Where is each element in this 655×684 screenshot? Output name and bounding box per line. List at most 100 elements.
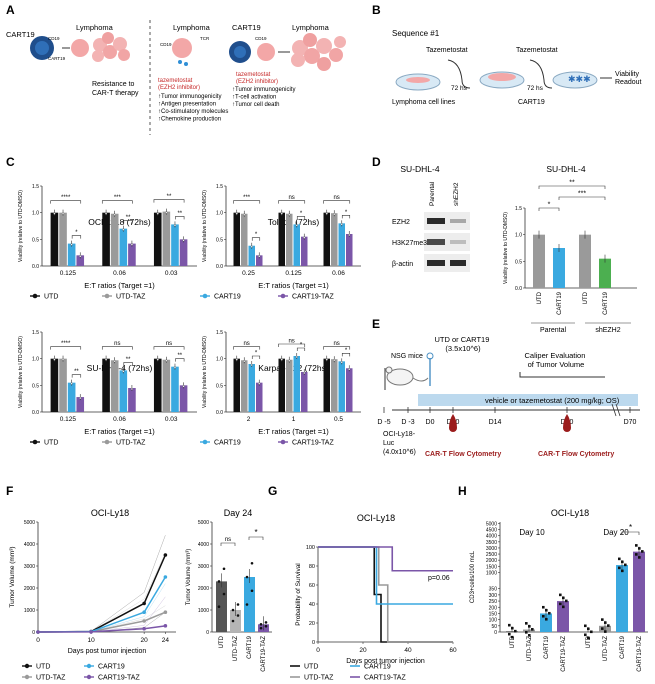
x-tick-label: CART19 bbox=[603, 291, 609, 315]
bar bbox=[616, 565, 628, 632]
sig-label: ns bbox=[333, 341, 339, 347]
bar bbox=[67, 382, 76, 412]
a-cd19-right: CD19 bbox=[255, 36, 267, 41]
x-tick-label: CART19 bbox=[247, 635, 253, 659]
x-axis-label: E:T ratios (Target =1) bbox=[84, 281, 155, 290]
data-point bbox=[584, 624, 587, 628]
y-axis-label: Viability (relative to UTD-DMSO) bbox=[503, 212, 509, 284]
y-axis-label: Viability (relative to UTD-DMSO) bbox=[202, 190, 208, 262]
bar bbox=[248, 245, 255, 266]
legend-marker bbox=[86, 674, 92, 680]
data-point bbox=[511, 626, 514, 630]
y-axis-label: Viability (relative to UTD-DMSO) bbox=[18, 190, 24, 262]
y-tick-label: 0.0 bbox=[32, 410, 39, 416]
e-treatment: vehicle or tazemetostat (200 mg/kg; OS) bbox=[485, 396, 620, 405]
x-tick-label: 0.06 bbox=[113, 270, 126, 277]
bar bbox=[338, 361, 345, 412]
x-tick-label: 60 bbox=[449, 647, 457, 654]
bar bbox=[557, 601, 569, 632]
b-t2: 72 hs bbox=[527, 85, 544, 92]
data-point bbox=[542, 605, 545, 609]
data-point bbox=[113, 213, 116, 216]
y-tick-label: 80 bbox=[309, 564, 315, 570]
bar bbox=[162, 211, 171, 266]
data-point bbox=[587, 627, 590, 631]
data-point bbox=[61, 212, 65, 215]
bar bbox=[256, 382, 263, 412]
y-axis-label: Tumor Volume (mm³) bbox=[186, 549, 192, 605]
data-point bbox=[280, 358, 283, 361]
drug-dot bbox=[184, 62, 188, 66]
b-title: Sequence #1 bbox=[392, 29, 440, 38]
dish-2-cells bbox=[488, 73, 516, 81]
sig-bracket bbox=[175, 358, 185, 362]
y-tick-label: 0.5 bbox=[32, 383, 39, 389]
y-tick-label: 350 bbox=[489, 587, 498, 593]
survival-curve bbox=[318, 546, 453, 572]
sig-bracket bbox=[233, 346, 261, 350]
bar bbox=[533, 234, 545, 288]
y-tick-label: 1.5 bbox=[216, 330, 223, 336]
sig-bracket bbox=[341, 353, 351, 357]
b-readout: Viability Readout bbox=[615, 71, 642, 86]
dish-1-cells bbox=[406, 77, 430, 83]
sig-label: ** bbox=[126, 357, 131, 363]
x-tick-label: 0 bbox=[36, 637, 40, 644]
y-tick-label: 150 bbox=[489, 611, 498, 617]
data-point bbox=[222, 567, 226, 571]
x-tick-label: UTD-TAZ bbox=[527, 636, 533, 662]
data-point bbox=[280, 212, 283, 215]
data-point bbox=[525, 622, 528, 625]
x-tick-label: CART19 bbox=[557, 291, 563, 315]
arrow-b1-icon bbox=[447, 59, 471, 89]
data-point bbox=[173, 224, 177, 227]
x-tick-label: 0.125 bbox=[60, 270, 77, 277]
sig-label: * bbox=[345, 210, 348, 216]
arrow-b2-icon bbox=[529, 59, 553, 89]
data-point bbox=[584, 633, 587, 637]
t-cell-core bbox=[35, 41, 49, 55]
legend-label: UTD-TAZ bbox=[304, 675, 334, 682]
y-tick-label: 20 bbox=[309, 621, 315, 627]
data-point bbox=[621, 560, 624, 564]
data-point bbox=[182, 385, 185, 388]
y-axis-label: Viability (relative to UTD-DMSO) bbox=[202, 336, 208, 408]
bar bbox=[50, 212, 59, 266]
x-tick-label: 0.125 bbox=[285, 270, 302, 277]
data-point bbox=[217, 580, 221, 583]
blot-bactin bbox=[424, 254, 470, 272]
data-point bbox=[303, 236, 306, 239]
caliper-bracket bbox=[519, 372, 605, 378]
blot-ezh2 bbox=[424, 212, 470, 230]
a-cart19-small: CART19 bbox=[48, 56, 66, 61]
data-point bbox=[182, 239, 185, 242]
bar bbox=[153, 212, 162, 266]
legend-label: UTD bbox=[44, 440, 58, 447]
chart-tumor-volume-over-time: OCI-Ly18 0 1000 2000 3000 4000 5000 0 10 20 24 Days… bbox=[9, 508, 176, 655]
band-bactin-parental bbox=[427, 260, 445, 266]
data-point bbox=[142, 610, 146, 614]
legend-marker bbox=[202, 439, 208, 445]
x-tick-label: 0 bbox=[316, 647, 320, 654]
survival-curve bbox=[318, 546, 453, 643]
y-tick-label: 100 bbox=[306, 545, 315, 551]
data-point bbox=[288, 359, 291, 362]
bar bbox=[76, 397, 85, 412]
data-point bbox=[156, 212, 159, 215]
y-tick-label: 1000 bbox=[24, 608, 35, 614]
y-tick-label: 0 bbox=[312, 640, 315, 646]
group-label: Parental bbox=[540, 327, 567, 334]
y-tick-label: 5000 bbox=[486, 522, 497, 528]
y-axis-label: Viability (relative to UTD-DMSO) bbox=[18, 336, 24, 408]
x-tick-label: UTD bbox=[537, 291, 543, 304]
bar bbox=[346, 234, 353, 266]
timeline-day: D0 bbox=[426, 419, 435, 426]
x-tick-label: 40 bbox=[404, 647, 412, 654]
bar bbox=[153, 358, 162, 412]
a-tcr-mid: TCR bbox=[200, 36, 210, 41]
bar bbox=[230, 610, 241, 632]
y-axis-label: Tumor Volume (mm³) bbox=[9, 546, 16, 607]
sig-bracket bbox=[175, 216, 185, 220]
data-point bbox=[130, 243, 133, 246]
data-point bbox=[601, 618, 604, 621]
